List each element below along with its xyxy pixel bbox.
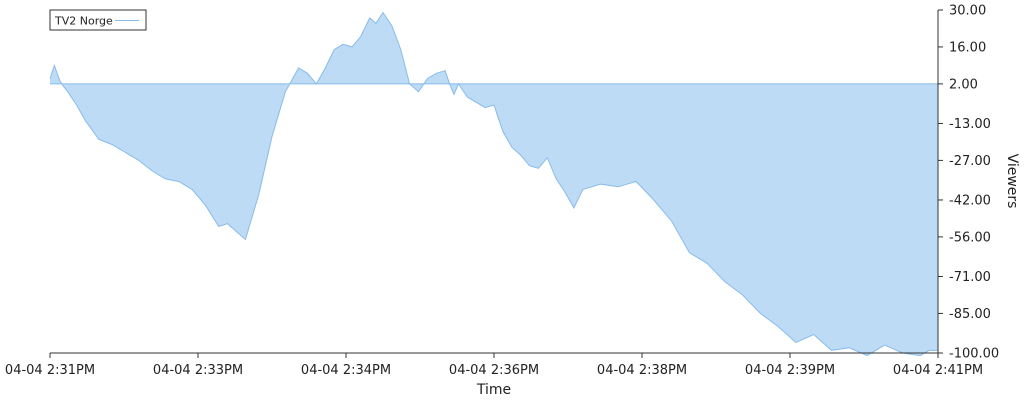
- legend-box: [49, 9, 147, 31]
- x-tick-label: 04-04 2:31PM: [5, 363, 95, 378]
- x-tick-label: 04-04 2:34PM: [301, 363, 391, 378]
- y-tick-label: 2.00: [949, 77, 978, 92]
- y-tick-label: -27.00: [949, 154, 991, 169]
- x-tick-label: 04-04 2:41PM: [893, 363, 983, 378]
- x-tick-label: 04-04 2:33PM: [153, 363, 243, 378]
- x-tick-label: 04-04 2:36PM: [449, 363, 539, 378]
- legend-entry-label: TV2 Norge: [54, 15, 113, 28]
- y-tick-label: 16.00: [949, 40, 986, 55]
- axis-layer: 30.00 16.00 2.00 -13.00 -27.00 -42.00 -56.00 -7…: [5, 4, 999, 379]
- x-axis-title: Time: [476, 382, 511, 398]
- y-tick-label: -85.00: [949, 307, 991, 322]
- legend: TV2 Norge: [49, 9, 147, 31]
- area-fill: [50, 12, 938, 356]
- series-line: [49, 11, 938, 357]
- y-tick-label: -42.00: [949, 193, 991, 208]
- y-axis-title: Viewers: [1004, 154, 1020, 209]
- x-tick-label: 04-04 2:38PM: [597, 363, 687, 378]
- area-layer: [49, 11, 938, 357]
- y-tick-label: -13.00: [949, 117, 991, 132]
- y-tick-label: 30.00: [949, 4, 986, 19]
- x-tick-label: 04-04 2:39PM: [745, 363, 835, 378]
- y-tick-label: -100.00: [949, 347, 999, 362]
- y-tick-label: -56.00: [949, 230, 991, 245]
- y-tick-label: -71.00: [949, 270, 991, 285]
